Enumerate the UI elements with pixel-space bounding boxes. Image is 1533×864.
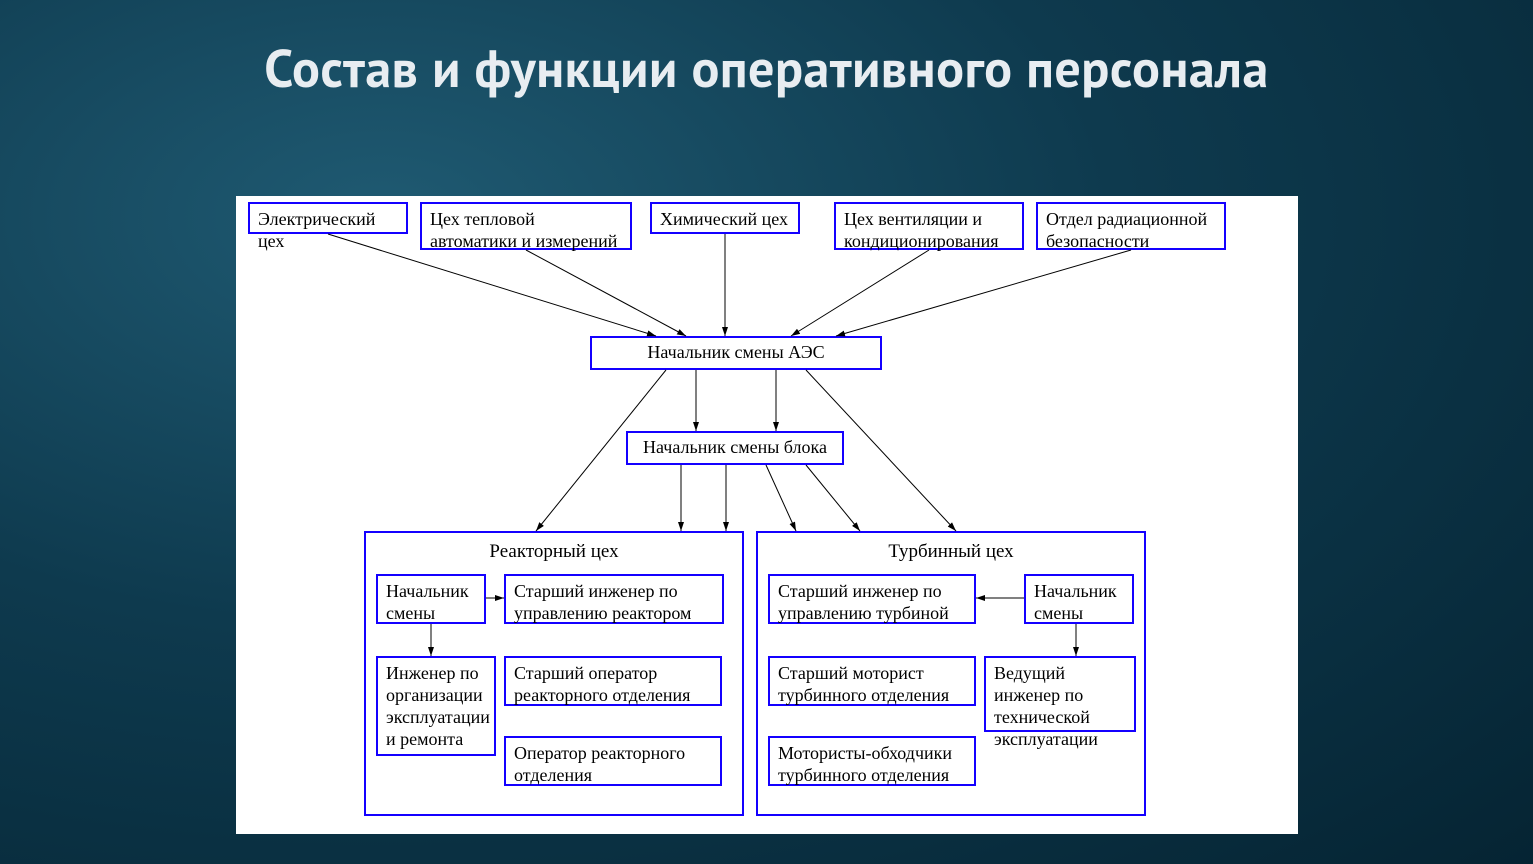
slide: Состав и функции оперативного персонала … <box>0 0 1533 864</box>
node-turbine-shift-supervisor: Начальник смены <box>1024 574 1134 624</box>
node-turbine-lead-engineer: Ведущий инженер по технической эксплуата… <box>984 656 1136 732</box>
slide-title: Состав и функции оперативного персонала <box>0 0 1533 99</box>
panel-reactor-title: Реакторный цех <box>366 533 742 569</box>
node-turbine-walkers: Мотористы-обходчики турбинного отделения <box>768 736 976 786</box>
node-chemical-shop: Химический цех <box>650 202 800 234</box>
node-turbine-senior-motorist: Старший моторист турбинного отделения <box>768 656 976 706</box>
node-reactor-shift-supervisor: Начальник смены <box>376 574 486 624</box>
node-unit-shift-supervisor: Начальник смены блока <box>626 431 844 465</box>
node-reactor-senior-engineer: Старший инженер по управлению реактором <box>504 574 724 624</box>
node-thermal-automation-shop: Цех тепловой автоматики и измерений <box>420 202 632 250</box>
node-reactor-operator: Оператор реакторного отделения <box>504 736 722 786</box>
node-electrical-shop: Электрический цех <box>248 202 408 234</box>
node-reactor-org-engineer: Инженер по организации эксплуатации и ре… <box>376 656 496 756</box>
node-ventilation-shop: Цех вентиляции и кондиционирования <box>834 202 1024 250</box>
node-npp-shift-supervisor: Начальник смены АЭС <box>590 336 882 370</box>
org-chart-diagram: Электрический цех Цех тепловой автоматик… <box>236 196 1298 834</box>
node-turbine-senior-engineer: Старший инженер по управлению турбиной <box>768 574 976 624</box>
node-reactor-senior-operator: Старший оператор реакторного отделения <box>504 656 722 706</box>
node-radiation-safety-dept: Отдел радиационной безопасности <box>1036 202 1226 250</box>
panel-turbine-title: Турбинный цех <box>758 533 1144 569</box>
